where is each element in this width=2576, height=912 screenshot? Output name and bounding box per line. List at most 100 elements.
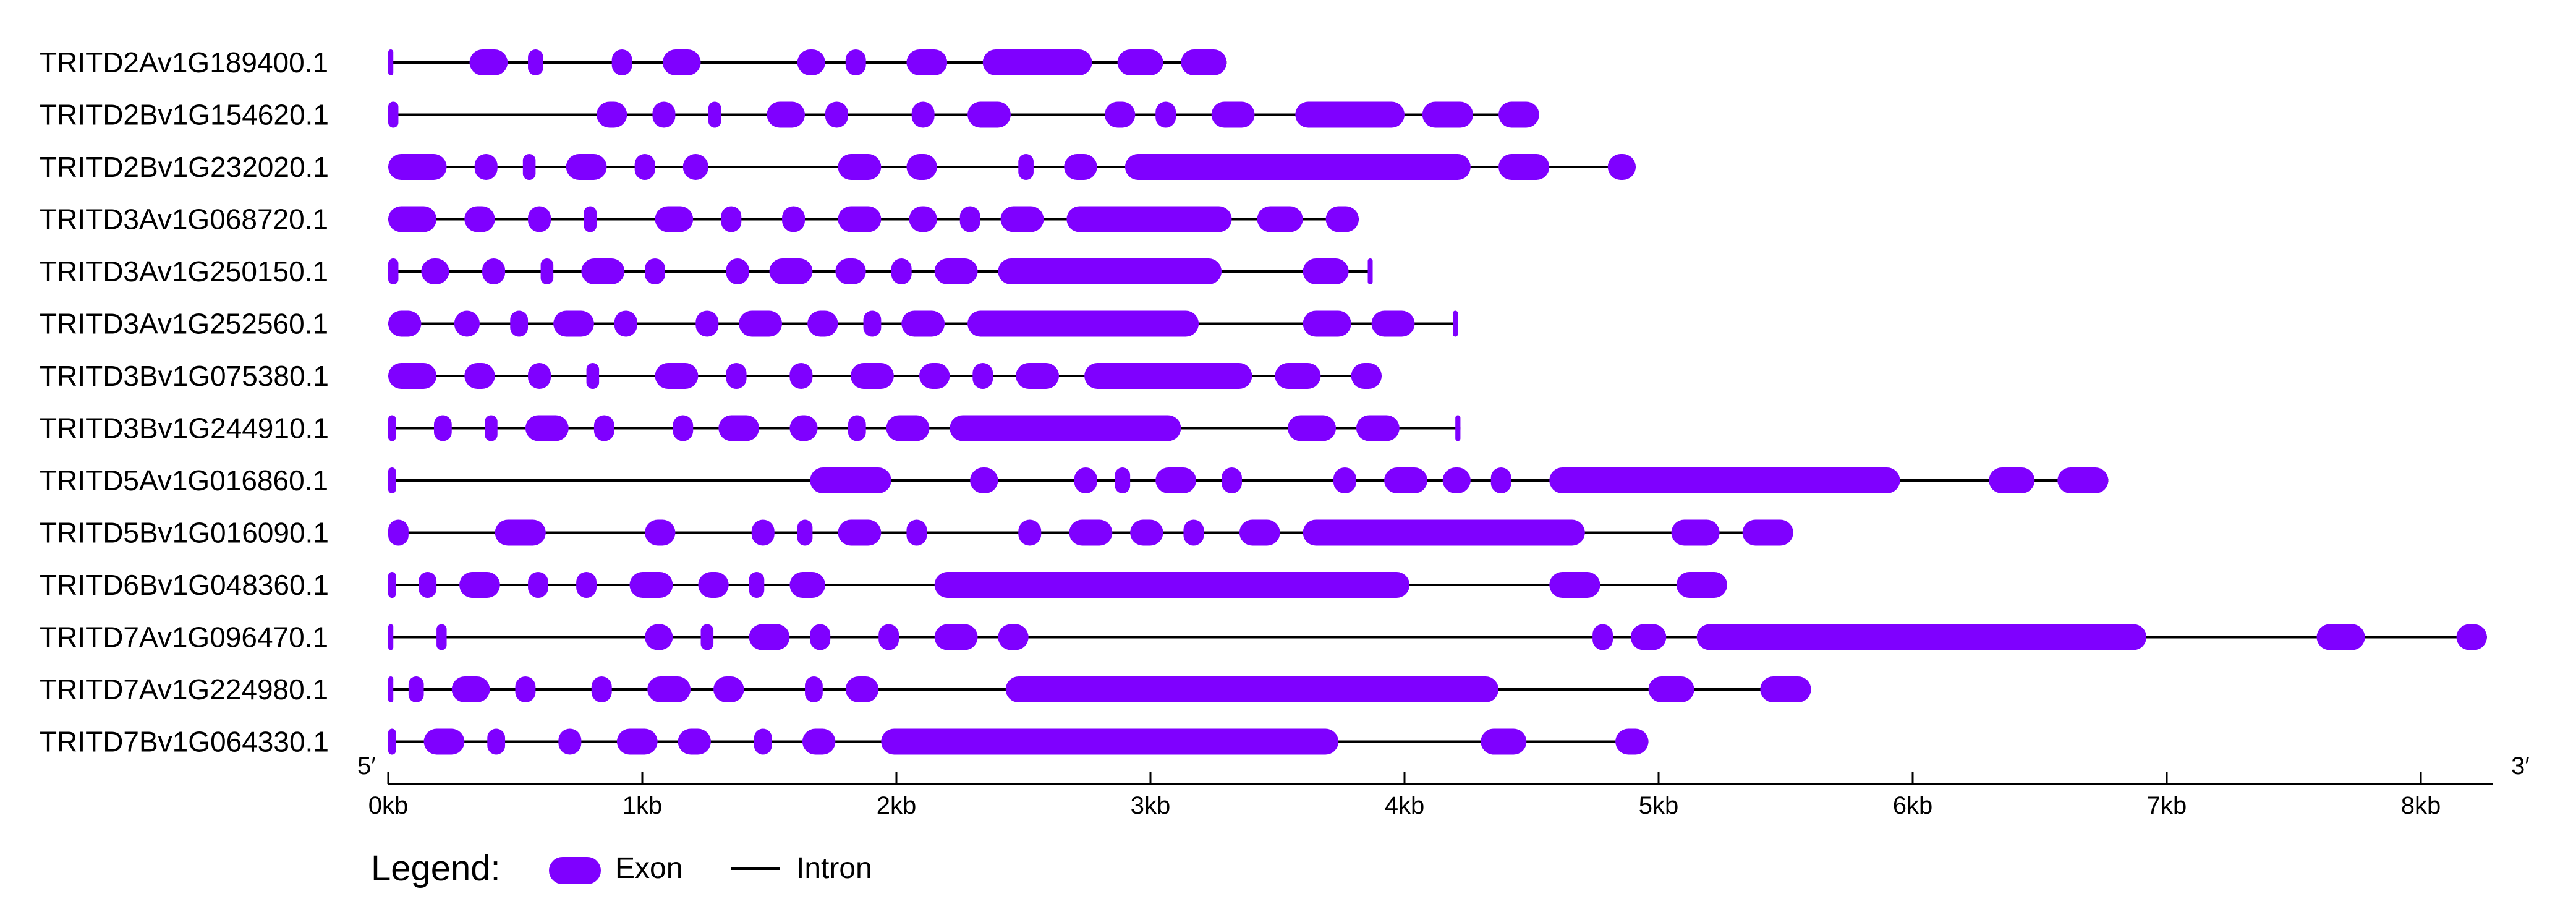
exon-block — [982, 49, 1092, 75]
exon-block — [1351, 363, 1382, 389]
axis-ticks: 0kb 1kb 2kb 3kb 4kb 5kb 6kb 7kb 8kb — [368, 772, 2441, 819]
axis-end-label: 3′ — [2511, 752, 2530, 780]
exon-block — [1295, 101, 1405, 128]
exon-block — [464, 363, 495, 389]
exon-block — [1105, 101, 1136, 128]
exon-block — [553, 310, 594, 337]
exon-block — [881, 728, 1339, 755]
exon-block — [1760, 676, 1811, 702]
exon-block — [451, 676, 490, 702]
exon-block — [614, 310, 637, 337]
exon-block — [482, 258, 506, 284]
gene-row: TRITD3Av1G250150.1 — [40, 255, 1373, 288]
exon-block — [655, 206, 694, 232]
exon-block — [388, 467, 396, 493]
exon-block — [464, 206, 495, 232]
exon-block — [1498, 101, 1539, 128]
exon-block — [1222, 467, 1242, 493]
exon-block — [652, 101, 676, 128]
exon-block — [388, 258, 399, 284]
exon-block — [934, 258, 978, 284]
axis-tick-label: 2kb — [877, 792, 917, 819]
exon-block — [767, 101, 806, 128]
exon-block — [1325, 206, 1359, 232]
gene-label: TRITD3Av1G068720.1 — [40, 203, 328, 236]
exon-block — [1442, 467, 1471, 493]
exon-block — [2057, 467, 2109, 493]
exon-block — [835, 258, 866, 284]
exon-block — [1074, 467, 1097, 493]
gene-label: TRITD7Av1G096470.1 — [40, 621, 328, 654]
exon-block — [878, 624, 899, 650]
axis-tick-label: 0kb — [368, 792, 409, 819]
axis-tick-label: 8kb — [2401, 792, 2441, 819]
exon-block — [1064, 154, 1097, 180]
exon-block — [749, 624, 790, 650]
gene-label: TRITD3Bv1G075380.1 — [40, 360, 329, 392]
legend-exon-swatch — [549, 857, 601, 884]
exon-block — [1671, 519, 1720, 546]
exon-block — [388, 363, 437, 389]
exon-block — [726, 258, 749, 284]
exon-block — [886, 415, 930, 441]
gene-label: TRITD5Av1G016860.1 — [40, 464, 328, 496]
exon-block — [1384, 467, 1427, 493]
exon-block — [1275, 363, 1321, 389]
exon-block — [2316, 624, 2365, 650]
exon-block — [1481, 728, 1527, 755]
exon-block — [970, 467, 998, 493]
exon-block — [797, 519, 813, 546]
exon-block — [950, 415, 1181, 441]
exon-block — [797, 49, 825, 75]
exon-block — [1124, 154, 1471, 180]
exon-block — [515, 676, 536, 702]
exon-block — [584, 206, 597, 232]
exon-block — [528, 572, 548, 598]
exon-block — [1648, 676, 1694, 702]
exon-block — [769, 258, 813, 284]
exon-block — [1630, 624, 1667, 650]
exon-block — [754, 728, 772, 755]
exon-block — [576, 572, 597, 598]
exon-block — [597, 101, 627, 128]
exon-block — [2456, 624, 2487, 650]
gene-row: TRITD3Av1G252560.1 — [40, 308, 1458, 340]
exon-block — [838, 206, 882, 232]
exon-block — [1989, 467, 2035, 493]
exon-block — [810, 624, 831, 650]
axis-tick-label: 7kb — [2147, 792, 2187, 819]
gene-row: TRITD6Bv1G048360.1 — [40, 569, 1727, 601]
exon-block — [673, 415, 694, 441]
exon-block — [522, 154, 536, 180]
exon-block — [388, 415, 396, 441]
exon-block — [459, 572, 500, 598]
exon-block — [423, 728, 465, 755]
exon-block — [1211, 101, 1255, 128]
exon-block — [495, 519, 546, 546]
legend-title: Legend: — [371, 848, 501, 889]
gene-label: TRITD3Av1G252560.1 — [40, 308, 328, 340]
exon-block — [906, 154, 937, 180]
exon-block — [586, 363, 600, 389]
exon-block — [678, 728, 711, 755]
exon-block — [967, 101, 1011, 128]
exon-block — [1453, 310, 1458, 337]
exon-block — [906, 519, 927, 546]
exon-block — [934, 572, 1410, 598]
exon-block — [863, 310, 882, 337]
exon-block — [1367, 258, 1373, 284]
gene-label: TRITD7Av1G224980.1 — [40, 673, 328, 705]
exon-block — [474, 154, 498, 180]
exon-block — [645, 519, 676, 546]
exon-block — [487, 728, 506, 755]
exon-block — [388, 154, 447, 180]
legend-intron-label: Intron — [796, 852, 872, 885]
exon-block — [469, 49, 508, 75]
exon-block — [591, 676, 612, 702]
exon-block — [662, 49, 701, 75]
exon-block — [593, 415, 614, 441]
gene-row: TRITD3Av1G068720.1 — [40, 203, 1359, 236]
exon-block — [408, 676, 424, 702]
exon-block — [1592, 624, 1613, 650]
